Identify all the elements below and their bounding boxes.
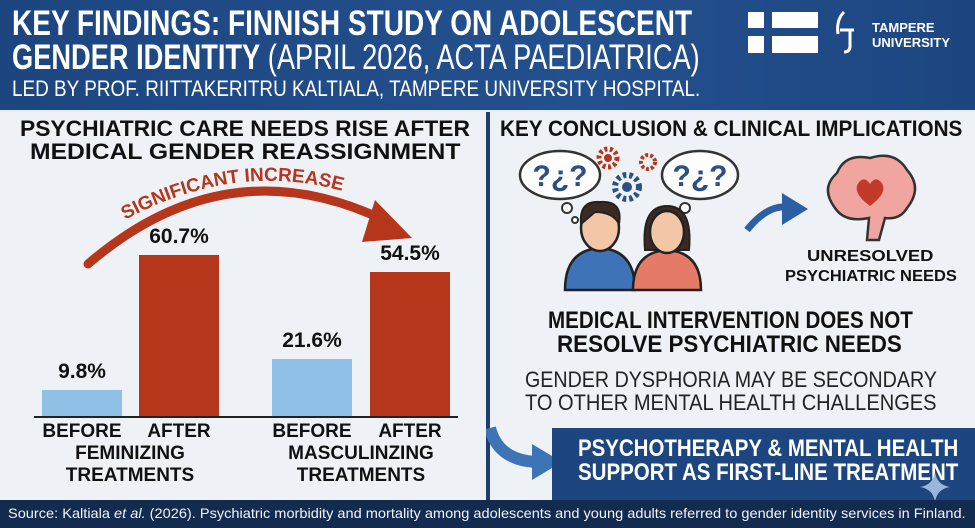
callout-box [552,428,975,500]
tampere-logo-icon [836,10,854,54]
right-title: KEY CONCLUSION & CLINICAL IMPLICATIONS [500,116,963,141]
arrow-head-icon [362,200,412,242]
note-line-1: GENDER DYSPHORIA MAY BE SECONDARY [525,367,937,392]
title-light: (APRIL 2026, ACTA PAEDIATRICA) [267,38,700,77]
note-line-2: TO OTHER MENTAL HEALTH CHALLENGES [525,390,937,415]
footer: Source: Kaltiala et al. (2026). Psychiat… [0,500,975,528]
category-label: AFTER [378,421,442,442]
group-label: FEMINIZING [75,443,185,464]
subtitle: LED BY PROF. RIITTAKERITRU KALTIALA, TAM… [12,76,701,101]
brain-caption-line-2: PSYCHIATRIC NEEDS [785,268,957,285]
bar-before [42,390,122,416]
question-thought-bubble-icon: ?¿? [518,149,602,224]
bar-value-label: 21.6% [282,328,342,352]
source-citation: Source: Kaltiala et al. (2026). Psychiat… [8,505,966,521]
curved-arrow-icon [486,426,562,480]
people-thinking-illustration: ?¿? ?¿? [518,146,740,292]
bar-after [370,271,450,416]
finland-flag-icon [748,12,818,53]
category-label: BEFORE [42,421,122,442]
brain-heart-icon [826,154,917,242]
callout-line-2: SUPPORT AS FIRST-LINE TREATMENT [578,459,959,486]
panel-divider [486,112,490,500]
bar-value-label: 54.5% [380,241,440,265]
gear-icon [596,146,620,170]
group-label: TREATMENTS [296,465,426,486]
logo-line-2: UNIVERSITY [872,35,951,50]
arrow-right-icon [744,193,808,233]
bar-after [139,255,219,416]
left-title-line-1: PSYCHIATRIC CARE NEEDS RISE AFTER [20,116,470,141]
question-thought-bubble-icon: ?¿? [660,149,740,224]
bar-value-label: 60.7% [149,225,209,249]
person-male-icon [563,200,637,292]
gear-icon [639,153,657,171]
increase-arrow: SIGNIFICANT INCREASE [83,165,412,269]
conclusion-line-1: MEDICAL INTERVENTION DOES NOT [548,307,913,334]
brain-caption-line-1: UNRESOLVED [806,248,934,265]
bar-before [272,358,352,416]
svg-text:?¿?: ?¿? [673,160,728,193]
sparkle-icon [920,472,950,502]
callout-line-1: PSYCHOTHERAPY & MENTAL HEALTH [578,435,959,462]
bar-chart: 9.8% BEFORE 60.7% AFTER 21.6% BEFORE 54.5% AFTE… [0,0,486,500]
category-label: BEFORE [272,421,352,442]
left-title-line-2: MEDICAL GENDER REASSIGNMENT [30,139,461,164]
header: KEY FINDINGS: FINNISH STUDY ON ADOLESCEN… [0,0,975,110]
person-female-icon [631,204,703,292]
conclusion-line-2: RESOLVE PSYCHIATRIC NEEDS [557,331,902,358]
svg-text:?¿?: ?¿? [533,160,588,193]
category-label: AFTER [147,421,211,442]
chart-baseline [34,416,458,418]
group-label: TREATMENTS [65,465,195,486]
gear-icon [612,172,642,202]
title-line-1: KEY FINDINGS: FINNISH STUDY ON ADOLESCEN… [12,4,693,43]
curved-arrow-shaft [83,186,397,269]
logo-line-1: TAMPERE [872,20,935,35]
bar-value-label: 9.8% [58,360,106,384]
logo-text: TAMPERE UNIVERSITY [872,20,950,50]
group-label: MASCULINZING [288,443,434,464]
title-bold: GENDER IDENTITY [12,38,261,77]
title-line-2: GENDER IDENTITY (APRIL 2026, ACTA PAEDIA… [12,38,700,78]
